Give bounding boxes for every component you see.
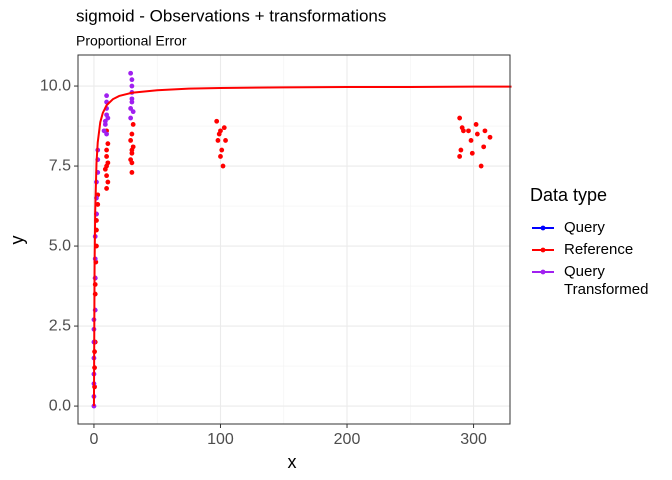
point bbox=[457, 115, 463, 121]
point bbox=[215, 138, 221, 143]
y-tick-label: 0.0 bbox=[49, 397, 71, 414]
point bbox=[105, 160, 111, 166]
point bbox=[129, 131, 135, 137]
point bbox=[128, 115, 134, 121]
point bbox=[457, 154, 463, 159]
point bbox=[128, 138, 134, 143]
point bbox=[129, 99, 135, 105]
point bbox=[221, 125, 227, 131]
point bbox=[130, 122, 136, 127]
point bbox=[128, 157, 134, 163]
y-tick-label: 7.5 bbox=[49, 157, 71, 174]
point bbox=[104, 173, 109, 179]
point bbox=[461, 128, 466, 134]
point bbox=[466, 128, 471, 134]
point bbox=[104, 131, 109, 137]
point bbox=[105, 179, 111, 185]
point bbox=[102, 166, 108, 172]
point bbox=[216, 131, 222, 137]
point bbox=[474, 131, 480, 137]
panel bbox=[78, 55, 510, 424]
point bbox=[101, 128, 107, 134]
legend-key-point bbox=[540, 269, 546, 275]
point bbox=[130, 109, 136, 115]
point bbox=[478, 163, 484, 169]
point bbox=[473, 122, 479, 127]
y-tick-label: 10.0 bbox=[40, 77, 71, 94]
point bbox=[129, 83, 135, 89]
point bbox=[223, 138, 228, 143]
point bbox=[129, 170, 135, 175]
point bbox=[95, 202, 101, 207]
point bbox=[214, 118, 220, 124]
point bbox=[129, 77, 135, 83]
y-tick-label: 5.0 bbox=[49, 237, 71, 254]
point bbox=[220, 163, 226, 169]
point bbox=[458, 147, 464, 153]
point bbox=[128, 70, 134, 76]
y-tick-label: 2.5 bbox=[49, 317, 71, 334]
point bbox=[104, 154, 109, 159]
chart-subtitle: Proportional Error bbox=[76, 33, 187, 49]
chart-title: sigmoid - Observations + transformations bbox=[76, 6, 386, 25]
point bbox=[482, 128, 488, 134]
y-axis-title: y bbox=[7, 236, 27, 245]
point bbox=[128, 106, 134, 111]
point bbox=[218, 154, 223, 159]
point bbox=[129, 147, 135, 153]
x-tick-label: 200 bbox=[334, 431, 361, 448]
x-tick-label: 100 bbox=[207, 431, 234, 448]
legend-key-point bbox=[540, 225, 546, 231]
legend-key-point bbox=[540, 247, 546, 253]
x-axis-title: x bbox=[288, 452, 297, 472]
point bbox=[219, 147, 225, 153]
x-tick-label: 0 bbox=[89, 431, 98, 448]
point bbox=[105, 115, 111, 121]
legend-label: Reference bbox=[564, 241, 634, 258]
x-tick-label: 300 bbox=[460, 431, 487, 448]
point bbox=[481, 144, 487, 150]
point bbox=[102, 122, 108, 127]
legend-title: Data type bbox=[530, 185, 607, 205]
point bbox=[104, 186, 109, 191]
panel-border bbox=[77, 54, 511, 425]
point bbox=[468, 138, 474, 143]
point bbox=[104, 93, 109, 99]
point bbox=[105, 141, 111, 147]
legend-label: Query bbox=[564, 219, 605, 236]
fitted-curve bbox=[92, 85, 512, 407]
point bbox=[469, 150, 475, 156]
point bbox=[487, 134, 493, 140]
legend-label: Query Transformed bbox=[564, 263, 649, 298]
point bbox=[104, 147, 109, 153]
